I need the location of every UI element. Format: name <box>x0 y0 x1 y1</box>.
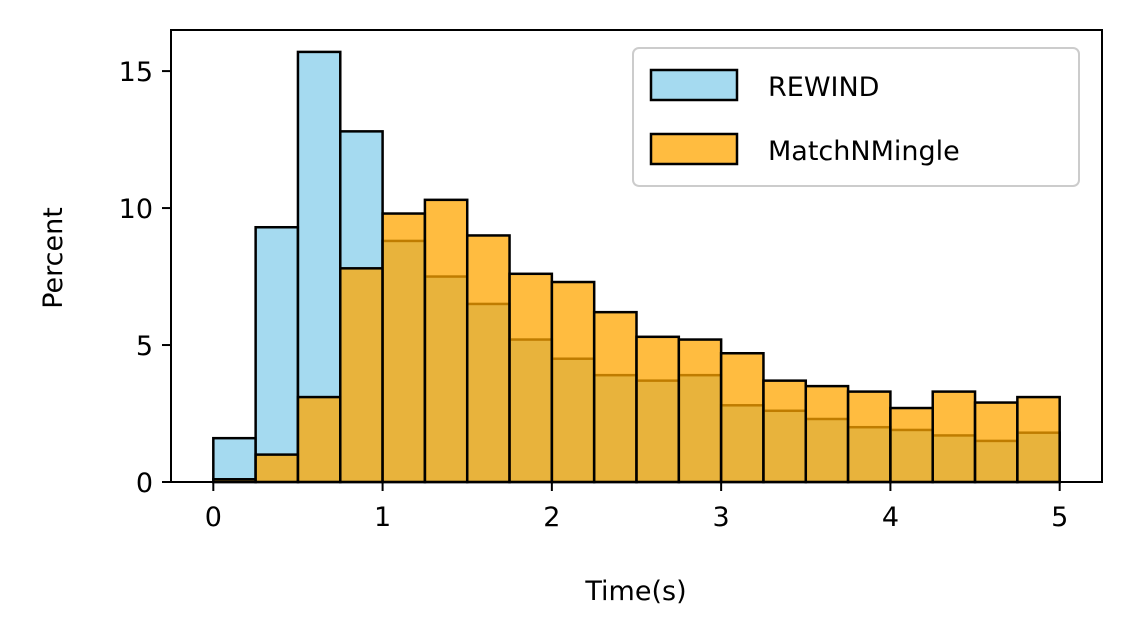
bar-matchnmingle-2 <box>296 395 342 484</box>
bar-matchnmingle-19 <box>1016 395 1061 484</box>
bar-matchnmingle-17 <box>931 390 977 484</box>
legend-label-rewind: REWIND <box>768 72 879 103</box>
bar-rewind-0 <box>212 436 257 484</box>
x-tick-label-4: 4 <box>882 502 899 533</box>
legend: REWIND MatchNMingle <box>632 47 1080 187</box>
bar-matchnmingle-3 <box>339 267 384 484</box>
bar-matchnmingle-16 <box>889 406 934 484</box>
y-tick-label-0: 0 <box>136 468 153 499</box>
bar-matchnmingle-1 <box>254 453 300 484</box>
legend-box <box>632 47 1080 187</box>
matchnmingle-bars <box>212 198 1061 484</box>
bar-matchnmingle-4 <box>381 212 427 484</box>
legend-label-matchnmingle: MatchNMingle <box>768 136 960 167</box>
bar-matchnmingle-10 <box>635 335 681 484</box>
x-tick-label-5: 5 <box>1051 502 1068 533</box>
x-tick-label-2: 2 <box>543 502 560 533</box>
bar-matchnmingle-12 <box>719 351 765 484</box>
bar-matchnmingle-8 <box>550 280 596 484</box>
y-tick-label-15: 15 <box>119 57 153 88</box>
bar-matchnmingle-7 <box>508 272 554 484</box>
bar-matchnmingle-9 <box>592 310 638 484</box>
bar-matchnmingle-14 <box>804 384 850 484</box>
legend-swatch-matchnmingle <box>649 132 739 166</box>
legend-swatch-rewind <box>649 68 739 102</box>
bar-matchnmingle-11 <box>677 338 723 484</box>
bar-rewind-1 <box>254 225 300 484</box>
y-tick-label-5: 5 <box>136 331 153 362</box>
bar-matchnmingle-6 <box>465 234 511 484</box>
y-axis-ticks: 0 5 10 15 <box>119 57 171 499</box>
bar-matchnmingle-18 <box>973 401 1019 484</box>
y-tick-label-10: 10 <box>119 194 153 225</box>
bar-matchnmingle-13 <box>762 379 808 484</box>
x-axis-label: Time(s) <box>584 576 686 607</box>
x-tick-label-3: 3 <box>713 502 730 533</box>
bar-matchnmingle-15 <box>846 390 892 484</box>
x-tick-label-1: 1 <box>374 502 391 533</box>
plot-frame <box>170 29 1103 483</box>
x-tick-label-0: 0 <box>205 502 222 533</box>
x-axis-ticks: 0 1 2 3 4 5 <box>205 482 1068 533</box>
y-axis-label: Percent <box>38 207 69 309</box>
bar-matchnmingle-5 <box>423 198 469 484</box>
